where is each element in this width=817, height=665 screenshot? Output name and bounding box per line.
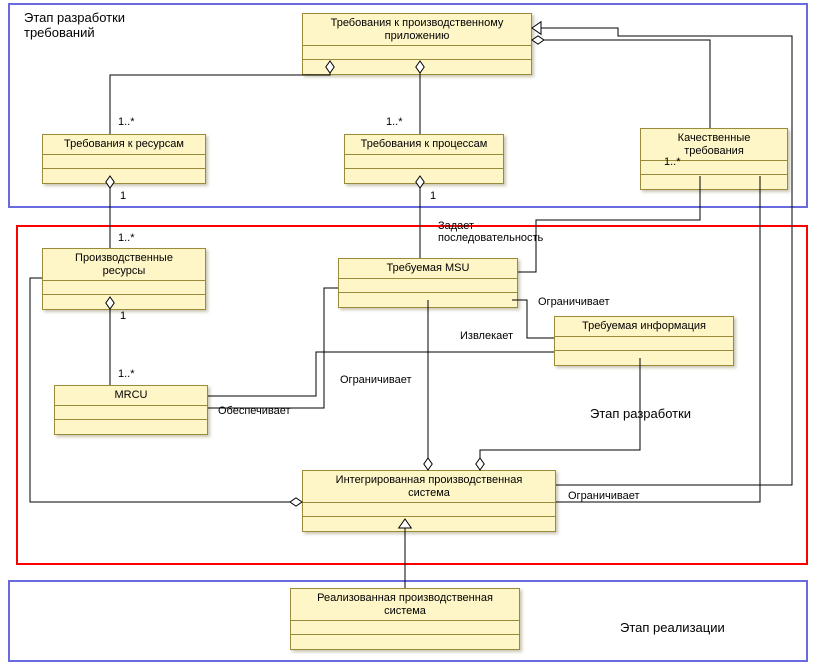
frame-development-label: Этап разработки <box>590 406 691 421</box>
edge-label: 1..* <box>118 368 135 380</box>
edge-label: 1 <box>120 190 126 202</box>
frame-requirements-label: Этап разработкитребований <box>24 10 125 40</box>
class-name: Производственныересурсы <box>43 249 205 281</box>
class-req-res: Требования к ресурсам <box>42 134 206 184</box>
class-name: Требуемая информация <box>555 317 733 337</box>
class-name: MRCU <box>55 386 207 406</box>
class-req-info: Требуемая информация <box>554 316 734 366</box>
class-req-proc: Требования к процессам <box>344 134 504 184</box>
edge-label: 1 <box>430 190 436 202</box>
class-real-sys: Реализованная производственнаясистема <box>290 588 520 650</box>
edge-label: Ограничивает <box>568 490 640 502</box>
class-mrcu: MRCU <box>54 385 208 435</box>
frame-realization-label: Этап реализации <box>620 620 725 635</box>
edge-label: 1..* <box>118 232 135 244</box>
class-name: Реализованная производственнаясистема <box>291 589 519 621</box>
class-prod-res: Производственныересурсы <box>42 248 206 310</box>
edge-label: Задаетпоследовательность <box>438 220 543 244</box>
edge-label: Обеспечивает <box>218 405 291 417</box>
class-name: Требования к производственномуприложению <box>303 14 531 46</box>
class-name: Интегрированная производственнаясистема <box>303 471 555 503</box>
edge-label: Извлекает <box>460 330 513 342</box>
class-req-app: Требования к производственномуприложению <box>302 13 532 75</box>
class-name: Требования к процессам <box>345 135 503 155</box>
edge-label: Ограничивает <box>340 374 412 386</box>
edge-label: 1..* <box>118 116 135 128</box>
class-name: Требуемая MSU <box>339 259 517 279</box>
edge-label: 1..* <box>386 116 403 128</box>
edge-label: 1 <box>120 310 126 322</box>
class-int-sys: Интегрированная производственнаясистема <box>302 470 556 532</box>
class-name: Качественныетребования <box>641 129 787 161</box>
class-name: Требования к ресурсам <box>43 135 205 155</box>
class-req-msu: Требуемая MSU <box>338 258 518 308</box>
class-req-qual: Качественныетребования <box>640 128 788 190</box>
edge-label: Ограничивает <box>538 296 610 308</box>
edge-label: 1..* <box>664 156 681 168</box>
